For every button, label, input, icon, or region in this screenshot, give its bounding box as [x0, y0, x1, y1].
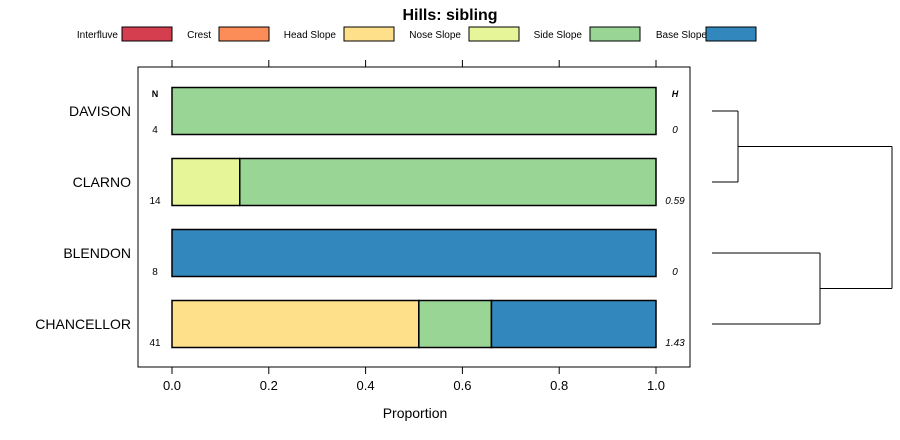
bar-segment-blendon-base-slope [171, 228, 657, 278]
n-value-clarno: 14 [149, 196, 161, 207]
row-label-blendon: BLENDON [63, 245, 131, 261]
n-value-chancellor: 41 [149, 338, 161, 349]
legend-label-interfluve: Interfluve [77, 30, 119, 41]
legend-label-head-slope: Head Slope [284, 30, 337, 41]
x-tick-label: 0.8 [550, 378, 568, 393]
bar-segment-clarno-side-slope [239, 157, 657, 207]
legend-swatch-side-slope [589, 26, 641, 42]
n-value-blendon: 8 [152, 267, 158, 278]
legend-swatch-interfluve [121, 26, 173, 42]
chart-title: Hills: sibling [402, 7, 497, 24]
plot-frame [137, 66, 691, 368]
legend-label-nose-slope: Nose Slope [409, 30, 461, 41]
row-label-clarno: CLARNO [73, 174, 131, 190]
bar-segment-davison-side-slope [171, 86, 657, 136]
n-column-header: N [152, 89, 159, 99]
dendrogram [712, 110, 893, 325]
h-value-davison: 0 [672, 125, 678, 136]
h-column-header: H [672, 89, 679, 99]
bar-segment-clarno-nose-slope [171, 157, 241, 207]
legend-swatch-base-slope [705, 26, 757, 42]
legend-swatch-head-slope [343, 26, 395, 42]
row-label-chancellor: CHANCELLOR [35, 316, 131, 332]
row-labels: DAVISON 4 0 CLARNO 14 0.59 BLENDON 8 0 CHANCELLOR… [35, 103, 685, 349]
bar-segment-chancellor-head-slope [171, 299, 420, 349]
x-tick-label: 0.2 [260, 378, 278, 393]
h-value-chancellor: 1.43 [665, 338, 685, 349]
legend-label-base-slope: Base Slope [656, 30, 708, 41]
n-value-davison: 4 [152, 125, 158, 136]
bar-segment-chancellor-side-slope [418, 299, 493, 349]
row-label-davison: DAVISON [69, 103, 131, 119]
x-axis-label: Proportion [383, 405, 448, 421]
h-value-clarno: 0.59 [665, 196, 685, 207]
x-tick-label: 0.4 [357, 378, 375, 393]
x-tick-label: 1.0 [647, 378, 665, 393]
legend-swatch-nose-slope [468, 26, 520, 42]
bars [171, 86, 657, 349]
h-value-blendon: 0 [672, 267, 678, 278]
legend-swatch-crest [218, 26, 270, 42]
bar-segment-chancellor-base-slope [490, 299, 657, 349]
legend-label-side-slope: Side Slope [534, 30, 583, 41]
x-tick-label: 0.0 [163, 378, 181, 393]
x-axis: 0.0 0.2 0.4 0.6 0.8 1.0 [163, 60, 665, 393]
legend-label-crest: Crest [187, 30, 211, 41]
x-tick-label: 0.6 [453, 378, 471, 393]
legend: Interfluve Crest Head Slope Nose Slope Side … [77, 26, 757, 42]
